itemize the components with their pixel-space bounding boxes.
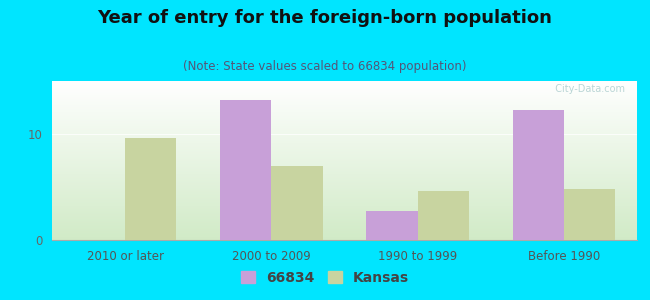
Bar [272, 166, 322, 240]
Bar [564, 189, 615, 240]
Bar [367, 212, 417, 240]
Bar [220, 100, 272, 240]
Text: Year of entry for the foreign-born population: Year of entry for the foreign-born popul… [98, 9, 552, 27]
Bar [125, 138, 176, 240]
Text: (Note: State values scaled to 66834 population): (Note: State values scaled to 66834 popu… [183, 60, 467, 73]
Bar [417, 191, 469, 240]
Legend: 66834, Kansas: 66834, Kansas [235, 265, 415, 290]
Text: City-Data.com: City-Data.com [549, 84, 625, 94]
Bar [513, 110, 564, 240]
